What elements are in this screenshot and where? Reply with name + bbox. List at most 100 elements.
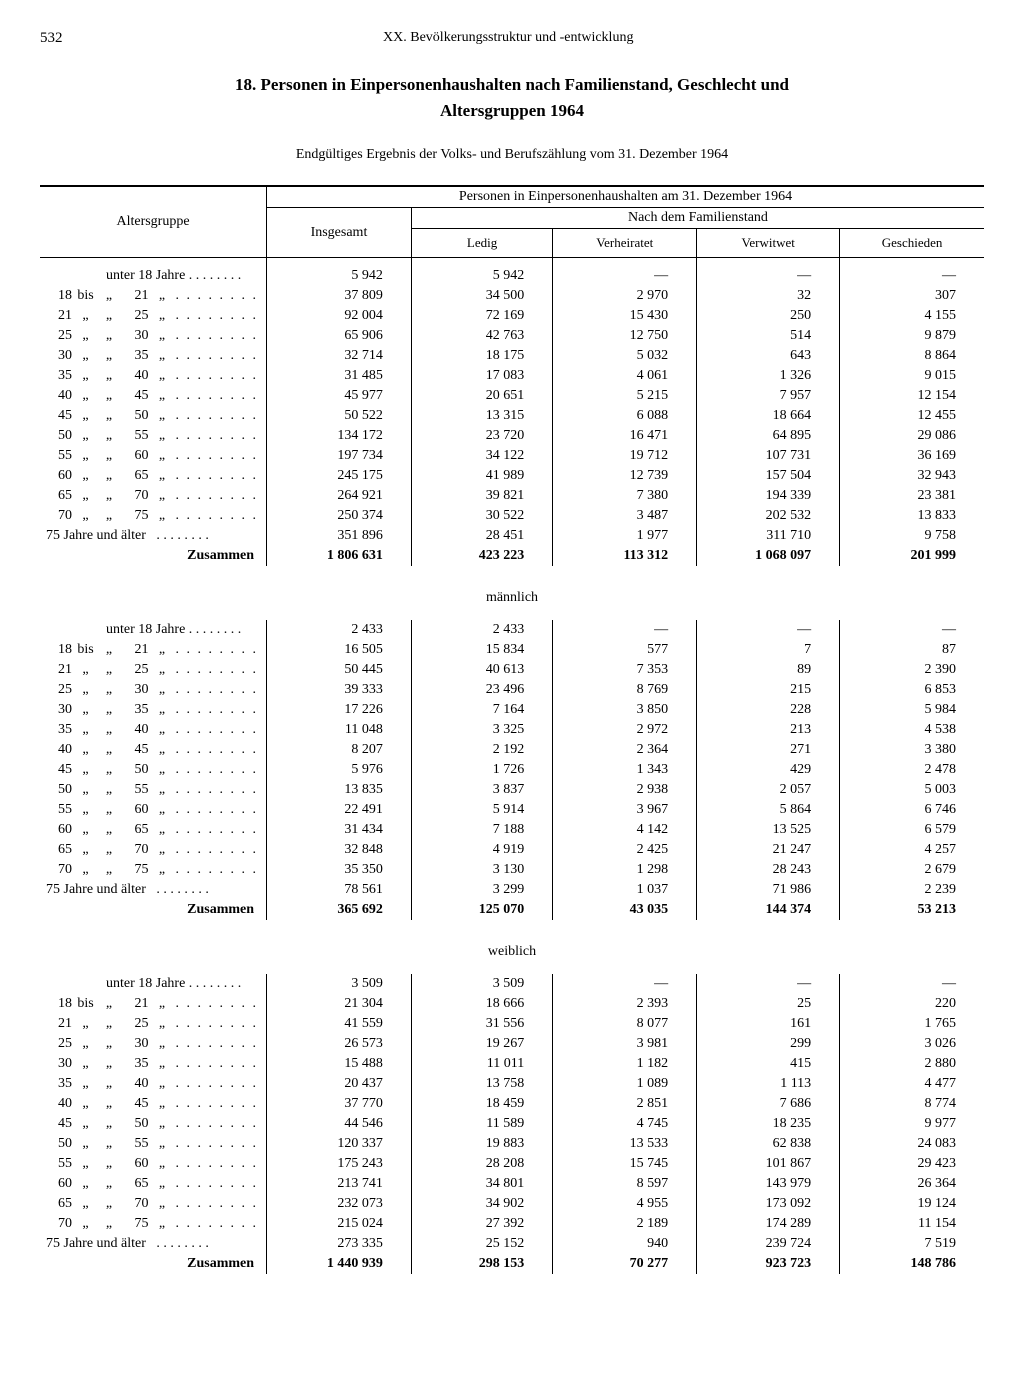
value-cell: 11 011 [411,1054,552,1074]
value-cell: 28 451 [411,526,552,546]
value-cell: 577 [553,640,697,660]
value-cell: 32 848 [267,840,412,860]
value-cell: 215 024 [267,1214,412,1234]
age-label: 65 „ „ 70 „ . . . . . . . . [40,486,267,506]
value-cell: 5 976 [267,760,412,780]
value-cell: 19 267 [411,1034,552,1054]
value-cell: — [553,974,697,994]
value-cell: 64 895 [697,426,840,446]
value-cell: 13 315 [411,406,552,426]
table-row: 55 „ „ 60 „ . . . . . . . .197 73434 122… [40,446,984,466]
value-cell: 429 [697,760,840,780]
value-cell: 2 189 [553,1214,697,1234]
value-cell: 22 491 [267,800,412,820]
sum-cell: 113 312 [553,546,697,566]
value-cell: 18 459 [411,1094,552,1114]
value-cell: 3 487 [553,506,697,526]
value-cell: 15 834 [411,640,552,660]
table-row: 55 „ „ 60 „ . . . . . . . .22 4915 9143 … [40,800,984,820]
sum-row: Zusammen1 440 939298 15370 277923 723148… [40,1254,984,1274]
value-cell: 62 838 [697,1134,840,1154]
value-cell: 65 906 [267,326,412,346]
value-cell: 2 364 [553,740,697,760]
table-row: 70 „ „ 75 „ . . . . . . . .250 37430 522… [40,506,984,526]
table-row: unter 18 Jahre . . . . . . . .5 9425 942… [40,258,984,287]
sum-label: Zusammen [40,900,267,920]
age-label: unter 18 Jahre . . . . . . . . [40,974,267,994]
age-label: 75 Jahre und älter . . . . . . . . [40,526,267,546]
value-cell: 39 821 [411,486,552,506]
value-cell: 9 977 [840,1114,984,1134]
value-cell: 2 478 [840,760,984,780]
value-cell: 35 350 [267,860,412,880]
age-label: 55 „ „ 60 „ . . . . . . . . [40,1154,267,1174]
table-subtitle: Endgültiges Ergebnis der Volks- und Beru… [40,147,984,163]
age-label: 45 „ „ 50 „ . . . . . . . . [40,760,267,780]
value-cell: 351 896 [267,526,412,546]
value-cell: 26 364 [840,1174,984,1194]
col-ledig: Ledig [411,229,552,258]
value-cell: 3 837 [411,780,552,800]
value-cell: 8 774 [840,1094,984,1114]
age-label: 30 „ „ 35 „ . . . . . . . . [40,1054,267,1074]
value-cell: 5 914 [411,800,552,820]
table-row: 65 „ „ 70 „ . . . . . . . .264 92139 821… [40,486,984,506]
value-cell: 25 152 [411,1234,552,1254]
value-cell: 7 519 [840,1234,984,1254]
value-cell: 299 [697,1034,840,1054]
value-cell: 215 [697,680,840,700]
value-cell: 17 083 [411,366,552,386]
value-cell: 20 437 [267,1074,412,1094]
value-cell: 250 [697,306,840,326]
value-cell: 23 496 [411,680,552,700]
value-cell: — [697,258,840,287]
value-cell: 34 122 [411,446,552,466]
table-row: 60 „ „ 65 „ . . . . . . . .31 4347 1884 … [40,820,984,840]
value-cell: 1 977 [553,526,697,546]
age-label: 18 bis „ 21 „ . . . . . . . . [40,286,267,306]
value-cell: 34 902 [411,1194,552,1214]
age-label: 65 „ „ 70 „ . . . . . . . . [40,840,267,860]
sum-cell: 1 440 939 [267,1254,412,1274]
age-label: 35 „ „ 40 „ . . . . . . . . [40,366,267,386]
age-label: 35 „ „ 40 „ . . . . . . . . [40,1074,267,1094]
value-cell: 11 048 [267,720,412,740]
value-cell: 39 333 [267,680,412,700]
value-cell: 32 943 [840,466,984,486]
value-cell: 7 380 [553,486,697,506]
age-label: 75 Jahre und älter . . . . . . . . [40,1234,267,1254]
value-cell: 41 989 [411,466,552,486]
value-cell: 12 455 [840,406,984,426]
value-cell: 16 505 [267,640,412,660]
value-cell: 1 726 [411,760,552,780]
sum-label: Zusammen [40,1254,267,1274]
age-label: 35 „ „ 40 „ . . . . . . . . [40,720,267,740]
table-row: unter 18 Jahre . . . . . . . .3 5093 509… [40,974,984,994]
value-cell: 25 [697,994,840,1014]
age-label: 21 „ „ 25 „ . . . . . . . . [40,306,267,326]
value-cell: 213 741 [267,1174,412,1194]
value-cell: 89 [697,660,840,680]
value-cell: 9 758 [840,526,984,546]
age-label: 25 „ „ 30 „ . . . . . . . . [40,680,267,700]
value-cell: 13 533 [553,1134,697,1154]
value-cell: 29 423 [840,1154,984,1174]
table-row: 75 Jahre und älter . . . . . . . .351 89… [40,526,984,546]
table-row: 21 „ „ 25 „ . . . . . . . .41 55931 5568… [40,1014,984,1034]
sum-cell: 70 277 [553,1254,697,1274]
age-label: 60 „ „ 65 „ . . . . . . . . [40,820,267,840]
value-cell: 311 710 [697,526,840,546]
value-cell: 173 092 [697,1194,840,1214]
age-label: 21 „ „ 25 „ . . . . . . . . [40,1014,267,1034]
table-row: 65 „ „ 70 „ . . . . . . . .232 07334 902… [40,1194,984,1214]
value-cell: 20 651 [411,386,552,406]
value-cell: 250 374 [267,506,412,526]
value-cell: 24 083 [840,1134,984,1154]
age-label: 18 bis „ 21 „ . . . . . . . . [40,640,267,660]
age-label: 65 „ „ 70 „ . . . . . . . . [40,1194,267,1214]
value-cell: 15 488 [267,1054,412,1074]
value-cell: 1 765 [840,1014,984,1034]
value-cell: 8 207 [267,740,412,760]
age-label: 25 „ „ 30 „ . . . . . . . . [40,1034,267,1054]
table-row: 35 „ „ 40 „ . . . . . . . .20 43713 7581… [40,1074,984,1094]
